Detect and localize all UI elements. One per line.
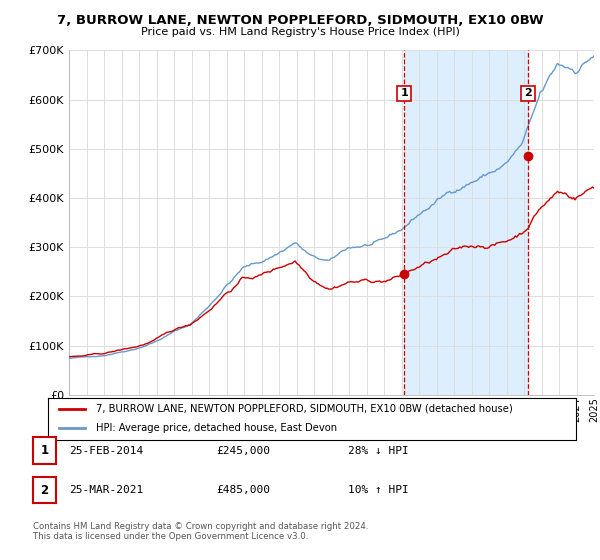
Text: 25-MAR-2021: 25-MAR-2021	[69, 485, 143, 495]
Text: 1: 1	[400, 88, 408, 99]
Text: 7, BURROW LANE, NEWTON POPPLEFORD, SIDMOUTH, EX10 0BW (detached house): 7, BURROW LANE, NEWTON POPPLEFORD, SIDMO…	[95, 404, 512, 414]
Text: 2: 2	[524, 88, 532, 99]
Text: 25-FEB-2014: 25-FEB-2014	[69, 446, 143, 456]
Text: 7, BURROW LANE, NEWTON POPPLEFORD, SIDMOUTH, EX10 0BW: 7, BURROW LANE, NEWTON POPPLEFORD, SIDMO…	[56, 14, 544, 27]
Text: Contains HM Land Registry data © Crown copyright and database right 2024.: Contains HM Land Registry data © Crown c…	[33, 522, 368, 531]
Text: £245,000: £245,000	[216, 446, 270, 456]
Text: £485,000: £485,000	[216, 485, 270, 495]
Text: 10% ↑ HPI: 10% ↑ HPI	[348, 485, 409, 495]
Text: 28% ↓ HPI: 28% ↓ HPI	[348, 446, 409, 456]
Text: 1: 1	[40, 444, 49, 458]
Text: This data is licensed under the Open Government Licence v3.0.: This data is licensed under the Open Gov…	[33, 532, 308, 541]
Text: 2: 2	[40, 483, 49, 497]
Text: Price paid vs. HM Land Registry's House Price Index (HPI): Price paid vs. HM Land Registry's House …	[140, 27, 460, 37]
Text: HPI: Average price, detached house, East Devon: HPI: Average price, detached house, East…	[95, 423, 337, 433]
Bar	[404, 50, 528, 395]
